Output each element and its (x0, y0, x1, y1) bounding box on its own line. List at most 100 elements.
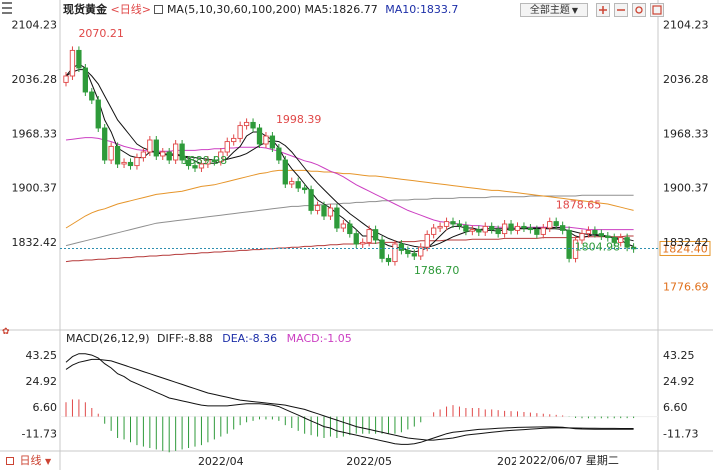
candle (185, 156, 192, 170)
candle-body (489, 225, 495, 231)
ma-line-ma30 (65, 137, 634, 231)
candle-body (469, 229, 475, 232)
theme-dropdown[interactable]: 全部主题 ▼ (520, 3, 588, 17)
candle-body (392, 243, 398, 263)
candle-body (89, 91, 95, 101)
macd-y-tick-left: -11.73 (22, 427, 57, 440)
candle-body (295, 181, 301, 189)
candle-body (340, 223, 346, 229)
candle-body (289, 181, 295, 185)
minus-icon[interactable] (614, 3, 628, 17)
candle-body (269, 135, 276, 149)
candle-body (224, 141, 230, 153)
footer-period-label: 日线 (19, 454, 42, 467)
candle (276, 144, 282, 164)
candle (411, 249, 417, 260)
candle-body (398, 243, 405, 251)
candle-body (95, 99, 101, 129)
menu-icon[interactable] (2, 2, 12, 14)
ma-line-ma200 (65, 235, 634, 263)
candle-body (527, 227, 534, 231)
candle-body (456, 223, 463, 227)
macd-header: MACD(26,12,9) DIFF:-8.88 DEA:-8.36 MACD:… (66, 332, 352, 346)
candle-body (347, 223, 353, 235)
candle-body (69, 49, 76, 77)
candle-body (424, 233, 430, 248)
gear-icon[interactable]: ✿ (2, 327, 10, 337)
candle-body (521, 225, 527, 229)
candle-body (76, 49, 82, 69)
y-tick-right: 1900.37 (663, 182, 709, 195)
footer-dropdown-icon: ▼ (45, 457, 52, 466)
candle-body (282, 159, 288, 185)
candle-body (198, 163, 205, 169)
ma-line-ma100 (65, 194, 634, 247)
candle (527, 224, 534, 234)
chart-header: 现货黄金 <日线> MA(5,10,30,60,100,200) MA5:182… (63, 3, 458, 17)
candle-body (443, 221, 450, 227)
footer-period[interactable]: 日线 ▼ (0, 452, 60, 470)
candle (418, 243, 424, 260)
y-tick-right: 1776.69 (663, 281, 709, 294)
candle-body (605, 235, 611, 239)
y-tick-left: 2036.28 (12, 73, 58, 86)
ma10-value: MA10:1833.7 (385, 3, 459, 16)
candle-body (327, 207, 334, 217)
candle (224, 137, 230, 156)
candle (489, 222, 495, 234)
candle (160, 148, 166, 160)
candle-body (250, 121, 256, 129)
candle (366, 225, 372, 247)
macd-title: MACD(26,12,9) (66, 332, 150, 345)
candle (243, 118, 250, 130)
candle (540, 224, 546, 239)
candle-body (114, 145, 121, 165)
candle (463, 221, 469, 236)
macd-y-tick-right: -11.73 (663, 427, 698, 440)
candle (353, 229, 359, 248)
candle (347, 220, 353, 238)
candle-body (302, 187, 308, 191)
candle (476, 225, 482, 236)
candle-body (618, 237, 624, 243)
candle-body (192, 165, 198, 169)
candle (302, 184, 308, 194)
candle (482, 222, 488, 236)
candle (179, 140, 185, 164)
axes: 1824.40 2104.23 2036.28 1968.33 1900.37 1832.… (12, 19, 711, 468)
candle-body (495, 229, 501, 235)
checkbox-icon[interactable] (154, 5, 164, 14)
dropdown-arrow-icon: ▼ (571, 6, 579, 15)
window-icon[interactable] (650, 3, 664, 17)
candle (592, 226, 598, 238)
candle (89, 88, 95, 104)
candle-body (501, 223, 508, 235)
settings-icon[interactable] (632, 3, 646, 17)
candle-body (579, 233, 585, 241)
period-label[interactable]: <日线> (110, 3, 151, 16)
candle-body (592, 229, 598, 235)
macd-dea-value: DEA:-8.36 (222, 332, 278, 345)
candle (140, 148, 147, 162)
candle-body (147, 139, 153, 153)
theme-label: 全部主题 (529, 5, 570, 16)
candle-body (437, 225, 443, 229)
candles (63, 46, 637, 266)
candle-body (153, 139, 159, 157)
macd-y-tick-left: 6.60 (33, 401, 58, 414)
candle (250, 118, 256, 132)
candle (205, 156, 211, 168)
x-tick-label: 2022/04 (198, 455, 244, 468)
plus-icon[interactable] (596, 3, 610, 17)
candle (295, 177, 301, 192)
candle-body (308, 189, 314, 211)
ma-lines (65, 63, 634, 263)
candle (76, 46, 82, 72)
macd-y-tick-left: 24.92 (26, 375, 58, 388)
candle-body (353, 233, 359, 245)
candle (340, 220, 346, 232)
candle (334, 204, 340, 232)
period-square-icon (6, 457, 14, 465)
candle (69, 46, 76, 80)
candle (102, 124, 108, 164)
